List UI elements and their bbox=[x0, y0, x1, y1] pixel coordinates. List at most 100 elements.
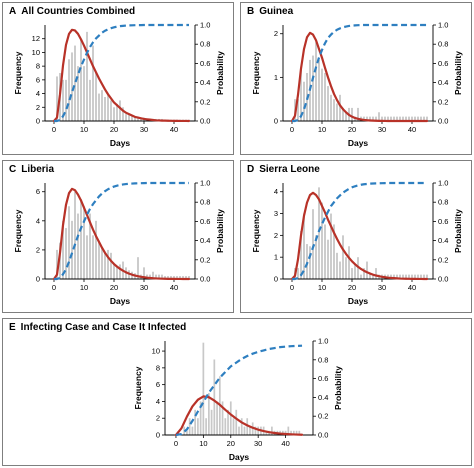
histogram-bar bbox=[408, 116, 410, 121]
panel-title: D Sierra Leone bbox=[247, 164, 320, 175]
y2-tick-label: 0.0 bbox=[318, 431, 328, 440]
y2-tick-label: 0.4 bbox=[200, 236, 210, 245]
histogram-bar bbox=[227, 409, 229, 435]
y2-tick-label: 0.2 bbox=[318, 412, 328, 421]
histogram-bar bbox=[110, 252, 112, 279]
histogram-bar bbox=[229, 401, 232, 435]
y-tick-label: 1 bbox=[274, 253, 278, 262]
histogram-bar bbox=[74, 45, 76, 121]
histogram-bar bbox=[170, 276, 172, 279]
histogram-bar bbox=[98, 93, 100, 121]
histogram-bar bbox=[80, 38, 82, 121]
histogram-bar bbox=[366, 261, 368, 279]
x-axis-label: Days bbox=[110, 138, 131, 148]
histogram-bar bbox=[405, 274, 407, 279]
histogram-bar bbox=[372, 274, 374, 279]
histogram-bar bbox=[167, 276, 169, 279]
histogram-bar bbox=[315, 235, 317, 279]
histogram-bar bbox=[243, 426, 246, 435]
histogram-bar bbox=[232, 418, 235, 435]
histogram-bar bbox=[312, 209, 314, 279]
histogram-bar bbox=[420, 274, 422, 279]
histogram-bar bbox=[333, 224, 335, 279]
histogram-bar bbox=[110, 100, 112, 121]
y-tick-label: 8 bbox=[36, 62, 40, 71]
x-tick-label: 20 bbox=[348, 125, 356, 134]
y-axis-label: Frequency bbox=[13, 209, 23, 252]
x-tick-label: 0 bbox=[52, 125, 56, 134]
histogram-bar bbox=[216, 401, 218, 435]
histogram-bar bbox=[387, 116, 389, 121]
x-tick-label: 10 bbox=[80, 125, 88, 134]
x-tick-label: 40 bbox=[408, 283, 416, 292]
histogram-bar bbox=[342, 235, 344, 279]
histogram-bar bbox=[191, 426, 194, 435]
histogram-bar bbox=[369, 116, 371, 121]
y2-tick-label: 1.0 bbox=[200, 179, 210, 188]
histogram-bar bbox=[77, 213, 79, 279]
histogram-bar bbox=[89, 79, 91, 121]
panel-title-text: Liberia bbox=[21, 164, 55, 175]
x-tick-label: 30 bbox=[378, 283, 386, 292]
histogram-bar bbox=[185, 276, 187, 279]
histogram-bar bbox=[354, 263, 356, 279]
histogram-bar bbox=[423, 274, 425, 279]
histogram-bar bbox=[426, 116, 428, 121]
histogram-bar bbox=[101, 90, 103, 121]
y2-tick-label: 0.4 bbox=[200, 78, 210, 87]
histogram-bar bbox=[381, 116, 383, 121]
histogram-bar bbox=[411, 116, 413, 121]
y2-tick-label: 0.4 bbox=[438, 236, 448, 245]
histogram-bar bbox=[77, 66, 79, 121]
y2-tick-label: 0.2 bbox=[200, 255, 210, 264]
histogram-bar bbox=[152, 271, 154, 279]
histogram-bar bbox=[224, 418, 227, 435]
histogram-bar bbox=[390, 116, 392, 121]
histogram-bar bbox=[321, 68, 323, 121]
histogram-bar bbox=[312, 55, 314, 121]
histogram-bar bbox=[333, 99, 335, 121]
histogram-bar bbox=[158, 274, 160, 279]
histogram-bar bbox=[254, 426, 257, 435]
y2-tick-label: 0.8 bbox=[200, 198, 210, 207]
x-tick-label: 0 bbox=[290, 283, 294, 292]
histogram-bar bbox=[89, 213, 91, 279]
y2-tick-label: 0.6 bbox=[438, 59, 448, 68]
panel-title-text: Guinea bbox=[259, 6, 294, 17]
histogram-bar bbox=[62, 79, 64, 121]
histogram-bar bbox=[56, 76, 58, 121]
histogram-bar bbox=[205, 418, 207, 435]
y-tick-label: 12 bbox=[32, 34, 40, 43]
x-tick-label: 20 bbox=[227, 439, 235, 448]
histogram-bar bbox=[297, 268, 299, 279]
histogram-bar bbox=[369, 272, 371, 279]
histogram-bar bbox=[92, 235, 94, 279]
histogram-bar bbox=[202, 342, 205, 435]
chart-svg: 0 10 20 30 40 0 1 2 0.0 0.2 0.4 0.6 0.8 1.0 Days Freque… bbox=[251, 21, 463, 149]
y2-tick-label: 0.6 bbox=[200, 217, 210, 226]
x-tick-label: 40 bbox=[408, 125, 416, 134]
histogram-bar bbox=[71, 220, 73, 279]
x-tick-label: 0 bbox=[174, 439, 178, 448]
histogram-bar bbox=[186, 430, 188, 435]
histogram-bar bbox=[116, 103, 118, 121]
histogram-bar bbox=[92, 45, 94, 121]
histogram-bar bbox=[300, 68, 302, 121]
histogram-bar bbox=[360, 274, 362, 279]
histogram-bars bbox=[56, 31, 190, 121]
histogram-bar bbox=[327, 86, 329, 121]
histogram-bar bbox=[336, 252, 338, 279]
cumulative-probability-curve bbox=[175, 344, 303, 437]
histogram-bar bbox=[375, 116, 377, 121]
histogram-bar bbox=[393, 274, 395, 279]
histogram-bar bbox=[366, 116, 368, 121]
histogram-bar bbox=[402, 116, 404, 121]
x-tick-label: 10 bbox=[318, 125, 326, 134]
histogram-bars bbox=[294, 187, 428, 279]
histogram-bar bbox=[351, 268, 353, 279]
chart-svg: 0 10 20 30 40 0 2 4 6 8 10 0.0 0.2 0.4 0.6 0.8 1.0 Days Fr… bbox=[133, 337, 343, 463]
histogram-bar bbox=[306, 244, 308, 279]
y2-tick-label: 1.0 bbox=[318, 337, 328, 346]
histogram-bar bbox=[348, 246, 350, 279]
y-tick-label: 0 bbox=[274, 117, 278, 126]
